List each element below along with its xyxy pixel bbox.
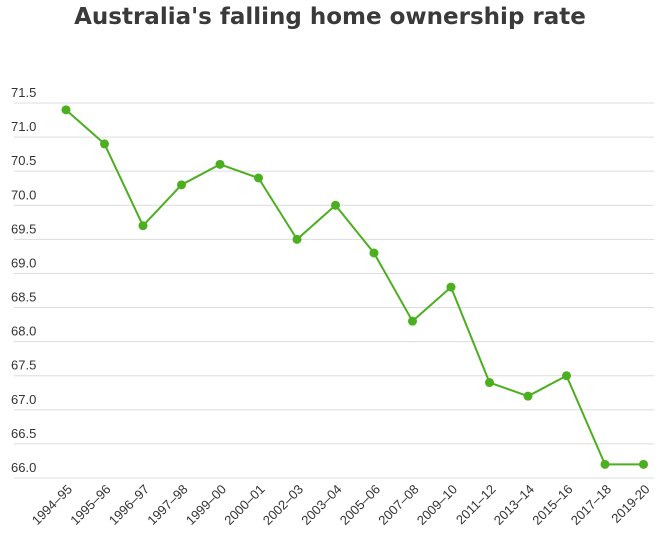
x-tick-label: 2000–01 xyxy=(221,482,267,528)
data-point xyxy=(446,282,456,292)
x-tick-label: 1995–96 xyxy=(67,482,113,528)
x-tick-label: 2007–08 xyxy=(375,482,421,528)
data-point xyxy=(100,139,109,149)
y-tick-label: 69.5 xyxy=(11,221,36,236)
data-point xyxy=(61,105,71,115)
x-tick-label: 2003–04 xyxy=(298,482,344,528)
y-tick-label: 68.5 xyxy=(11,290,36,305)
y-tick-label: 71.0 xyxy=(11,119,36,134)
data-point xyxy=(292,234,302,244)
data-point xyxy=(408,316,417,326)
x-tick-label: 2019-20 xyxy=(608,482,652,526)
y-tick-label: 67.0 xyxy=(11,392,36,407)
gridlines xyxy=(14,102,654,479)
x-tick-label: 1994–95 xyxy=(29,482,75,528)
data-point xyxy=(254,173,263,183)
data-point xyxy=(215,159,225,169)
y-tick-label: 67.5 xyxy=(11,358,36,373)
data-point xyxy=(138,221,148,231)
series-layer xyxy=(61,105,648,469)
y-tick-label: 70.5 xyxy=(11,153,36,168)
x-tick-label: 1997–98 xyxy=(144,482,190,528)
x-axis-ticks: 1994–951995–961996–971997–981999–002000–… xyxy=(29,482,653,528)
data-point xyxy=(600,459,610,469)
y-tick-label: 70.0 xyxy=(11,187,36,202)
y-tick-label: 68.0 xyxy=(11,324,36,339)
x-tick-label: 2015–16 xyxy=(529,482,575,528)
data-point xyxy=(639,459,648,469)
y-tick-label: 69.0 xyxy=(11,255,36,270)
x-tick-label: 2011–12 xyxy=(453,482,499,528)
y-tick-label: 66.5 xyxy=(11,426,36,441)
x-tick-label: 2009–10 xyxy=(414,482,460,528)
data-point xyxy=(562,371,571,381)
data-point xyxy=(177,180,186,190)
x-tick-label: 1999–00 xyxy=(183,482,229,528)
series-line xyxy=(65,109,644,466)
y-axis-ticks: 71.5 71.0 70.5 70.0 69.5 69.0 68.5 68.0 67.5 67.0… xyxy=(11,85,36,475)
data-point xyxy=(369,248,379,258)
x-tick-label: 2002–03 xyxy=(260,482,306,528)
x-tick-label: 2017–18 xyxy=(568,482,614,528)
y-tick-label: 71.5 xyxy=(11,85,36,100)
x-tick-label: 2013–14 xyxy=(491,482,537,528)
data-point xyxy=(523,391,533,401)
data-point xyxy=(485,378,494,388)
chart-title: Australia's falling home ownership rate xyxy=(74,4,586,30)
x-tick-label: 2005–06 xyxy=(337,482,383,528)
data-point xyxy=(331,200,340,210)
y-tick-label: 66.0 xyxy=(11,460,36,475)
x-tick-label: 1996–97 xyxy=(106,482,152,528)
